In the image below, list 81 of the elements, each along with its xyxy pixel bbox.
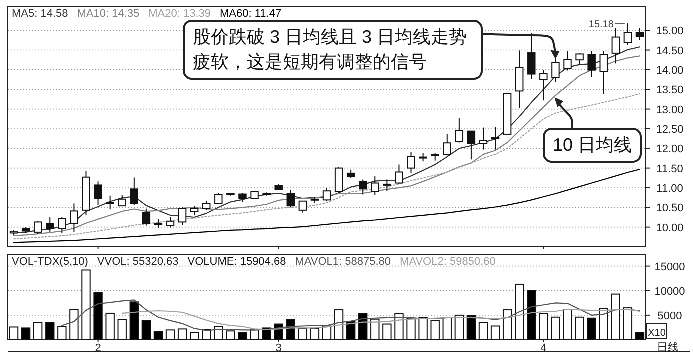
bar xyxy=(46,322,55,340)
bar xyxy=(478,322,488,340)
bar xyxy=(250,330,260,340)
bar xyxy=(635,332,645,340)
y-tick-label: 15000 xyxy=(654,261,686,274)
bar xyxy=(214,326,224,340)
chart-title: VOL-TDX(5,10) xyxy=(12,256,88,268)
bar xyxy=(442,317,452,340)
bar xyxy=(298,328,308,340)
bar xyxy=(370,318,380,340)
annotation: VVOL: 55320.63 xyxy=(97,256,179,268)
y-tick-label: 5000 xyxy=(658,310,682,322)
bar xyxy=(58,326,67,340)
line-series xyxy=(13,168,641,244)
bar xyxy=(490,326,500,340)
text: MA20: 13.39 xyxy=(148,8,212,20)
bar xyxy=(587,318,596,340)
y-tick-label: 10000 xyxy=(654,286,686,298)
y-tick-label: 11.00 xyxy=(656,182,684,195)
y-tick-label: 13.00 xyxy=(656,104,684,116)
text: MAVOL1: 58875.80 xyxy=(295,256,392,268)
bar xyxy=(430,320,440,340)
bar xyxy=(9,326,19,340)
text: MA10: 14.35 xyxy=(77,8,140,20)
x-tick-label: 4 xyxy=(540,342,547,354)
bar xyxy=(563,309,572,340)
bar xyxy=(551,316,560,340)
bar xyxy=(310,328,320,340)
bar xyxy=(94,292,103,340)
bar xyxy=(106,312,115,340)
bar xyxy=(515,284,524,340)
annotation: 股价跌破 3 日均线且 3 日均线走势疲软，这是短期有调整的信号 xyxy=(183,20,483,80)
y-tick-label: 10.50 xyxy=(656,202,684,215)
bar xyxy=(539,313,548,340)
text: 日线 xyxy=(657,341,679,354)
text: VOLUME: 15904.68 xyxy=(188,256,286,268)
annotation: 10 日均线 xyxy=(543,128,642,163)
y-tick-label: 15.00 xyxy=(656,26,684,38)
text: MA60: 11.47 xyxy=(220,8,282,20)
bar xyxy=(466,315,476,340)
bar xyxy=(454,314,464,340)
bar xyxy=(178,328,188,340)
bar xyxy=(575,316,584,340)
bar xyxy=(382,324,392,340)
bar xyxy=(334,310,344,340)
bar xyxy=(611,294,620,340)
bar xyxy=(346,321,356,340)
y-tick-label: 10.00 xyxy=(656,222,684,234)
x-tick-label: 3 xyxy=(276,342,282,354)
bar xyxy=(527,290,536,340)
y-tick-label: 11.50 xyxy=(656,163,684,176)
y-tick-label: 14.00 xyxy=(656,64,684,77)
bar xyxy=(190,332,200,340)
y-tick-label: 13.50 xyxy=(656,84,684,97)
y-tick-label: 12.50 xyxy=(656,124,684,136)
bar xyxy=(21,328,31,340)
bar xyxy=(406,318,416,340)
annotation: 15.18 xyxy=(588,20,614,31)
text: MA5: 14.58 xyxy=(12,8,68,20)
bar xyxy=(118,319,127,340)
bar xyxy=(130,302,139,340)
text: X10 xyxy=(648,328,666,339)
y-tick-label: 12.00 xyxy=(656,144,684,156)
bar xyxy=(394,313,404,340)
bar xyxy=(70,309,79,340)
bar xyxy=(154,331,164,340)
bar xyxy=(166,330,176,340)
bar xyxy=(599,308,608,340)
bar xyxy=(238,332,248,340)
bar xyxy=(226,330,236,340)
bar xyxy=(502,310,512,340)
bar xyxy=(34,322,43,340)
y-tick-label: 14.50 xyxy=(656,45,684,58)
x-tick-label: 2 xyxy=(95,342,102,354)
text: MAVOL2: 59850.60 xyxy=(400,256,496,268)
line-series xyxy=(62,300,641,332)
bar xyxy=(623,308,633,340)
bar xyxy=(82,270,91,340)
bar xyxy=(142,320,152,340)
bar xyxy=(418,317,428,340)
bar xyxy=(202,329,212,340)
